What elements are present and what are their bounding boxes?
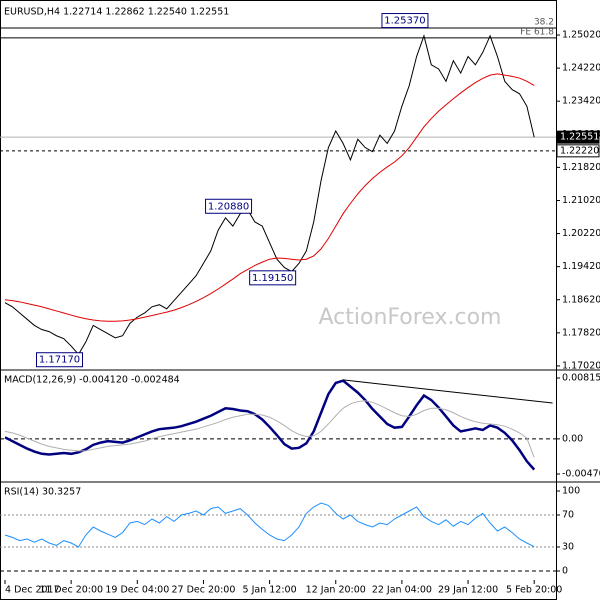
- x-tick-label: 22 Jan 04:00: [372, 585, 432, 596]
- frame: [0, 0, 557, 600]
- annotation-label: 1.25370: [384, 16, 425, 27]
- fib-label: FE 61.8: [520, 27, 554, 37]
- price-tag: 1.22220: [560, 145, 599, 156]
- y-tick-label: -0.004705: [562, 468, 600, 479]
- panel-title: RSI(14) 30.3257: [4, 487, 81, 498]
- price-tag: 1.22551: [560, 132, 599, 143]
- y-tick-label: 1.20220: [562, 228, 600, 239]
- price-tag-box: [556, 144, 600, 158]
- y-tick-label: 1.21820: [562, 162, 600, 173]
- y-tick-label: 1.24220: [562, 63, 600, 74]
- y-tick-label: 0.00: [562, 433, 583, 444]
- x-tick-label: 19 Dec 04:00: [105, 585, 169, 596]
- x-tick-label: 5 Jan 12:00: [243, 585, 297, 596]
- annotation-box: [249, 270, 297, 286]
- panel-title: EURUSD,H4 1.22714 1.22862 1.22540 1.2255…: [4, 7, 229, 18]
- annotation-box: [381, 13, 429, 29]
- y-tick-label: 100: [562, 486, 580, 497]
- y-tick-label: 1.17820: [562, 327, 600, 338]
- y-tick-label: 1.19420: [562, 261, 600, 272]
- x-tick-label: 4 Dec 2017: [5, 585, 60, 596]
- series-line: [4, 400, 535, 458]
- annotation-box: [205, 198, 253, 214]
- panel-title: MACD(12,26,9) -0.004120 -0.002484: [4, 375, 180, 386]
- watermark: ActionForex.com: [319, 305, 502, 330]
- fib-label: 38.2: [534, 17, 554, 27]
- y-tick-label: 0.008157: [562, 372, 600, 383]
- annotation-label: 1.19150: [252, 273, 293, 284]
- y-tick-label: 1.21020: [562, 195, 600, 206]
- annotation-label: 1.17170: [39, 355, 80, 366]
- annotation-label: 1.20880: [208, 201, 249, 212]
- y-tick-label: 1.18620: [562, 294, 600, 305]
- y-tick-label: 1.17020: [562, 360, 600, 371]
- price-tag-box: [556, 130, 600, 144]
- x-tick-label: 27 Dec 20:00: [172, 585, 236, 596]
- series-line: [4, 502, 535, 548]
- x-tick-label: 29 Jan 12:00: [438, 585, 498, 596]
- y-tick-label: 30: [562, 542, 574, 553]
- trendline: [343, 379, 553, 404]
- annotation-box: [36, 352, 83, 368]
- y-tick-label: 0: [562, 566, 568, 577]
- series-line: [4, 73, 535, 322]
- series-line: [4, 34, 535, 356]
- y-tick-label: 70: [562, 510, 574, 521]
- y-tick-label: 1.23420: [562, 96, 600, 107]
- x-tick-label: 12 Jan 20:00: [306, 585, 366, 596]
- x-tick-label: 11 Dec 20:00: [39, 585, 103, 596]
- y-tick-label: 1.25020: [562, 30, 600, 41]
- series-line: [4, 379, 536, 471]
- x-tick-label: 5 Feb 20:00: [506, 585, 562, 596]
